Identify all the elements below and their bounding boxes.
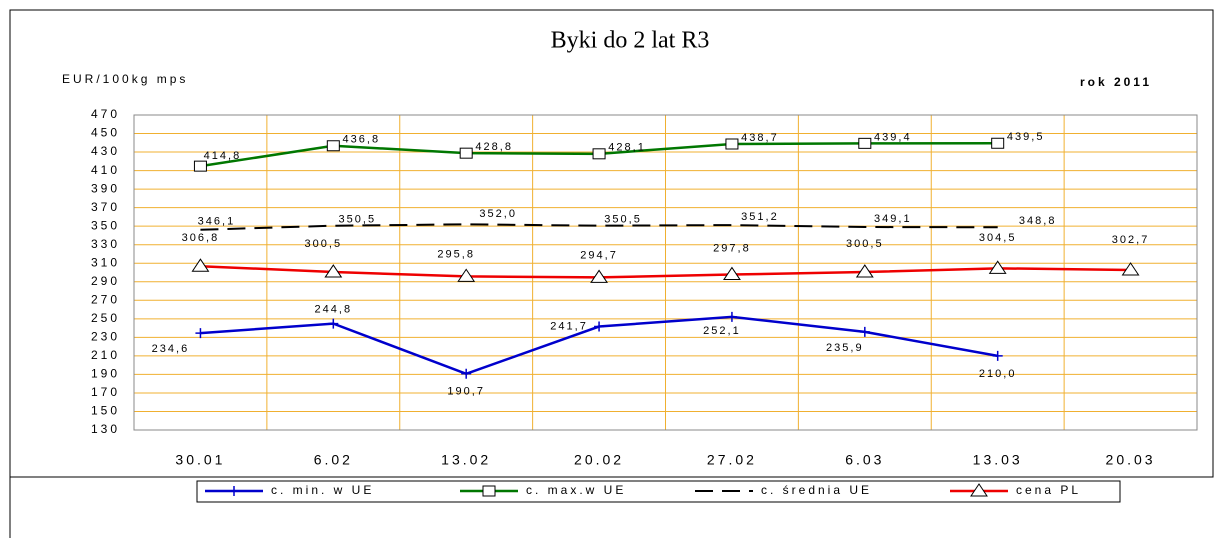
marker	[855, 264, 874, 278]
marker	[991, 137, 1005, 149]
value-label: 241,7	[550, 320, 588, 332]
marker	[725, 138, 739, 150]
marker	[992, 350, 1003, 361]
y-tick-label: 250	[91, 311, 120, 325]
y-tick-label: 330	[91, 237, 120, 251]
legend-label: c. średnia UE	[761, 483, 872, 497]
value-label: 235,9	[826, 342, 864, 354]
chart-title: Byki do 2 lat R3	[551, 28, 710, 54]
value-label: 306,8	[182, 232, 220, 244]
marker	[723, 266, 741, 281]
x-tick-label: 27.02	[707, 452, 757, 468]
marker	[193, 160, 207, 172]
value-label: 190,7	[447, 386, 485, 398]
marker	[592, 148, 606, 160]
legend	[196, 480, 1121, 503]
value-label: 349,1	[874, 213, 912, 225]
x-tick-label: 13.03	[973, 452, 1023, 468]
y-tick-label: 170	[91, 385, 120, 399]
x-tick-label: 6.02	[314, 452, 353, 468]
x-tick-label: 20.03	[1106, 452, 1156, 468]
legend-label: c. min. w UE	[271, 483, 374, 497]
marker	[459, 147, 473, 159]
value-label: 428,8	[475, 141, 513, 153]
y-tick-label: 210	[91, 348, 120, 362]
value-label: 302,7	[1112, 234, 1150, 246]
value-label: 350,5	[339, 214, 377, 226]
y-tick-label: 410	[91, 163, 120, 177]
series-line	[200, 223, 998, 231]
plot-frame	[133, 114, 1198, 431]
value-label: 439,5	[1007, 131, 1045, 143]
value-label: 252,1	[703, 325, 741, 337]
marker	[482, 485, 496, 497]
value-label: 300,5	[846, 238, 884, 250]
marker	[229, 486, 239, 496]
marker	[191, 258, 210, 272]
y-tick-label: 130	[91, 422, 120, 436]
x-tick-label: 20.02	[574, 452, 624, 468]
marker	[328, 318, 339, 329]
value-label: 348,8	[1019, 215, 1057, 227]
y-tick-label: 270	[91, 292, 120, 306]
marker	[457, 268, 476, 282]
value-label: 439,4	[874, 131, 912, 143]
y-tick-label: 470	[91, 107, 120, 121]
y-tick-label: 350	[91, 218, 120, 232]
chart-frame	[9, 9, 1214, 478]
value-label: 297,8	[713, 242, 751, 254]
y-tick-label: 310	[91, 255, 120, 269]
legend-label: c. max.w UE	[526, 483, 626, 497]
value-label: 414,8	[204, 150, 242, 162]
marker	[988, 260, 1007, 274]
marker	[326, 140, 340, 152]
value-label: 210,0	[979, 368, 1017, 380]
y-tick-label: 370	[91, 200, 120, 214]
marker	[195, 328, 206, 339]
marker	[1121, 262, 1140, 276]
x-tick-label: 30.01	[175, 452, 225, 468]
y-tick-label: 390	[91, 181, 120, 195]
value-label: 244,8	[315, 304, 353, 316]
marker	[590, 269, 608, 283]
value-label: 350,5	[604, 214, 642, 226]
value-label: 304,5	[979, 232, 1017, 244]
value-label: 352,0	[479, 208, 517, 220]
marker	[970, 483, 988, 497]
marker	[461, 368, 472, 379]
x-tick-label: 13.02	[441, 452, 491, 468]
marker	[594, 321, 605, 332]
value-label: 351,2	[741, 211, 779, 223]
value-label: 234,6	[152, 343, 190, 355]
value-label: 428,1	[608, 142, 646, 154]
value-label: 436,8	[343, 134, 381, 146]
value-label: 294,7	[580, 249, 618, 261]
legend-label: cena PL	[1016, 483, 1081, 497]
marker	[726, 311, 737, 322]
y-tick-label: 150	[91, 404, 120, 418]
y-tick-label: 290	[91, 274, 120, 288]
value-label: 438,7	[741, 132, 779, 144]
value-label: 346,1	[198, 216, 236, 228]
annotation: rok 2011	[1080, 75, 1152, 89]
x-tick-label: 6.03	[845, 452, 884, 468]
marker	[858, 137, 872, 149]
marker	[324, 264, 343, 278]
y-tick-label: 430	[91, 144, 120, 158]
y-tick-label: 450	[91, 126, 120, 140]
series-line	[200, 264, 1131, 279]
value-label: 295,8	[437, 248, 475, 260]
y-axis-label: EUR/100kg mps	[62, 72, 188, 86]
marker	[859, 326, 870, 337]
y-tick-label: 190	[91, 367, 120, 381]
value-label: 300,5	[305, 238, 343, 250]
y-tick-label: 230	[91, 330, 120, 344]
